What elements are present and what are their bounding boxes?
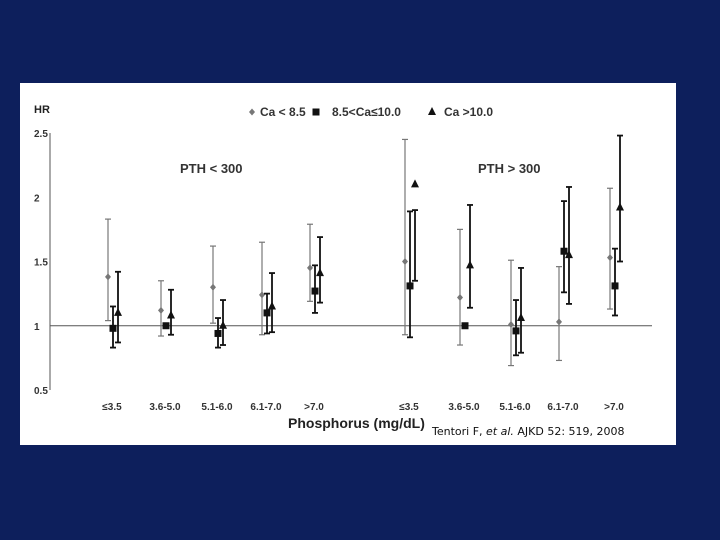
data-point-diamond [607,254,613,262]
data-point-square [162,322,170,330]
data-point-square [214,329,222,337]
data-point-triangle [517,313,525,322]
data-point-diamond [402,258,408,265]
y-tick-label: 2 [34,193,40,204]
data-point-triangle [616,202,624,211]
legend-label: 8.5<Ca≤10.0 [332,105,401,119]
legend-square-icon [312,108,320,116]
citation-journal: AJKD 52: 519, 2008 [514,425,625,438]
y-tick-label: 0.5 [34,386,48,397]
x-tick-label: ≤3.5 [399,402,419,413]
x-axis-label: Phosphorus (mg/dL) [288,415,425,431]
series-triangle [114,134,624,354]
data-point-triangle [316,268,324,277]
data-point-diamond [259,291,265,299]
data-point-square [611,282,619,290]
citation-author: Tentori F, [431,425,486,438]
annotation-pth-high: PTH > 300 [478,161,541,176]
data-point-square [263,309,271,317]
legend-label: Ca < 8.5 [260,105,306,119]
data-point-triangle [565,250,573,259]
data-point-diamond [210,283,216,291]
series-square [109,200,619,357]
x-tick-label: 6.1-7.0 [547,402,579,413]
y-tick-label: 1 [34,322,40,333]
data-point-triangle [411,179,419,188]
chart-svg: 0.5 1 1.5 2 2.5 ≤3.5 3.6-5.0 5.1-6.0 6.1-7.0 >7.0… [34,104,652,438]
x-tick-label: 6.1-7.0 [250,402,282,413]
x-tick-label: 5.1-6.0 [499,402,531,413]
x-tick-label: >7.0 [304,402,324,413]
x-tick-label: 3.6-5.0 [149,402,181,413]
y-tick-label: 2.5 [34,129,48,140]
citation: Tentori F, et al. AJKD 52: 519, 2008 [431,425,625,438]
data-point-diamond [556,318,562,326]
x-tick-label: ≤3.5 [102,402,122,413]
data-point-triangle [268,301,276,310]
y-tick-label: 1.5 [34,258,48,269]
series-diamond [105,138,613,367]
data-point-diamond [457,293,463,301]
legend: Ca < 8.5 8.5<Ca≤10.0 Ca >10.0 [249,105,493,119]
data-point-square [311,287,319,295]
data-point-square [109,324,117,332]
x-tick-label: 3.6-5.0 [448,402,480,413]
y-axis-label: HR [34,104,50,116]
legend-triangle-icon [428,107,436,115]
data-point-square [406,282,414,290]
data-point-diamond [105,273,111,281]
data-point-square [461,322,469,330]
citation-etal: et al. [486,425,514,438]
x-tick-label: 5.1-6.0 [201,402,233,413]
legend-diamond-icon [249,108,255,116]
data-point-diamond [158,306,164,314]
legend-label: Ca >10.0 [444,105,493,119]
data-point-triangle [219,320,227,329]
data-point-square [512,327,520,335]
data-point-diamond [508,320,514,328]
data-point-triangle [466,260,474,269]
data-point-square [560,247,568,255]
chart-panel: 0.5 1 1.5 2 2.5 ≤3.5 3.6-5.0 5.1-6.0 6.1-7.0 >7.0… [20,83,676,445]
annotation-pth-low: PTH < 300 [180,161,243,176]
data-point-diamond [307,264,313,272]
data-point-triangle [114,307,122,316]
x-tick-label: >7.0 [604,402,624,413]
data-point-triangle [167,310,175,319]
